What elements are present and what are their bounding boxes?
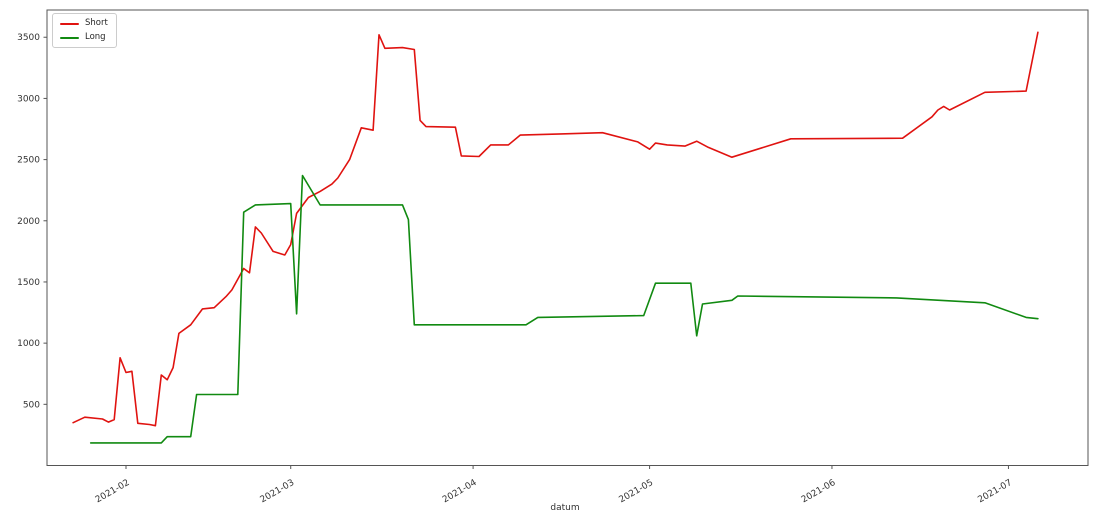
series-line-short (72, 31, 1039, 427)
long-line-sample-icon (60, 36, 79, 39)
legend-item-long: Long (60, 32, 108, 43)
short-line-sample-icon (60, 22, 79, 25)
x-tick-label: 2021-06 (800, 478, 838, 506)
legend-label-short: Short (85, 18, 108, 28)
x-tick-label: 2021-02 (94, 478, 132, 505)
plot-frame (46, 9, 1089, 466)
x-tick-label: 2021-03 (259, 478, 297, 505)
legend: Short Long (52, 13, 117, 48)
y-tick-label: 1500 (17, 278, 40, 288)
x-tick-label: 2021-07 (976, 478, 1014, 505)
x-tick-label: 2021-04 (441, 478, 479, 506)
y-tick-label: 3500 (17, 33, 40, 43)
legend-label-long: Long (85, 32, 106, 42)
x-axis-title: datum (550, 503, 579, 513)
x-tick-label: 2021-05 (618, 478, 656, 505)
series-line-long (89, 174, 1039, 444)
y-tick-label: 500 (23, 400, 40, 410)
y-tick-label: 1000 (17, 339, 40, 349)
y-tick-label: 2000 (17, 217, 40, 227)
y-tick-label: 3000 (17, 94, 40, 104)
legend-item-short: Short (60, 18, 108, 29)
y-tick-label: 2500 (17, 156, 40, 166)
